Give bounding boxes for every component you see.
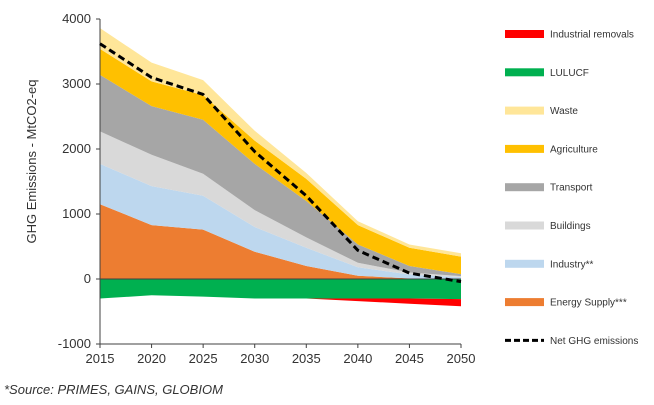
legend-swatch-energy-supply [505, 298, 544, 307]
legend-label-waste: Waste [550, 106, 578, 117]
legend-label-lulucf: LULUCF [550, 68, 589, 79]
legend-label-agriculture: Agriculture [550, 144, 598, 155]
x-tick-label: 2020 [137, 351, 166, 366]
source-note: *Source: PRIMES, GAINS, GLOBIOM [4, 382, 223, 397]
y-tick-label: -1000 [58, 336, 91, 351]
legend-label-transport: Transport [550, 183, 593, 194]
x-tick-label: 2035 [292, 351, 321, 366]
legend-swatch-industrial-removals [505, 30, 544, 38]
x-tick-label: 2040 [343, 351, 372, 366]
area-lulucf [100, 279, 461, 300]
area-transport [100, 74, 461, 277]
legend-swatch-waste [505, 106, 544, 115]
x-tick-label: 2050 [447, 351, 476, 366]
y-tick-label: 0 [84, 271, 91, 286]
legend-label-industrial-removals: Industrial removals [550, 30, 634, 41]
legend-swatch-industry [505, 259, 544, 268]
legend-label-buildings: Buildings [550, 221, 591, 232]
x-tick-label: 2045 [395, 351, 424, 366]
y-tick-label: 1000 [62, 206, 91, 221]
area-industry [100, 163, 461, 279]
legend-label-energy-supply: Energy Supply*** [550, 298, 627, 309]
net-ghg-line [99, 42, 462, 284]
y-axis-title: GHG Emissions - MtCO2-eq [24, 80, 39, 244]
legend-swatch-buildings [505, 221, 544, 230]
legend-label-industry: Industry** [550, 259, 593, 270]
area-agriculture [100, 48, 461, 275]
area-industrial-removals [100, 295, 461, 307]
y-tick-label: 2000 [62, 141, 91, 156]
legend-swatch-agriculture [505, 144, 544, 153]
y-tick-label: 3000 [62, 76, 91, 91]
legend-swatch-transport [505, 183, 544, 192]
x-tick-label: 2025 [189, 351, 218, 366]
legend-swatch-lulucf [505, 68, 544, 77]
x-tick-label: 2015 [86, 351, 115, 366]
y-tick-label: 4000 [62, 11, 91, 26]
x-tick-label: 2030 [240, 351, 269, 366]
legend-label-net-ghg-emissions: Net GHG emissions [550, 336, 638, 347]
area-waste [100, 28, 461, 257]
area-energy-supply [100, 204, 461, 279]
